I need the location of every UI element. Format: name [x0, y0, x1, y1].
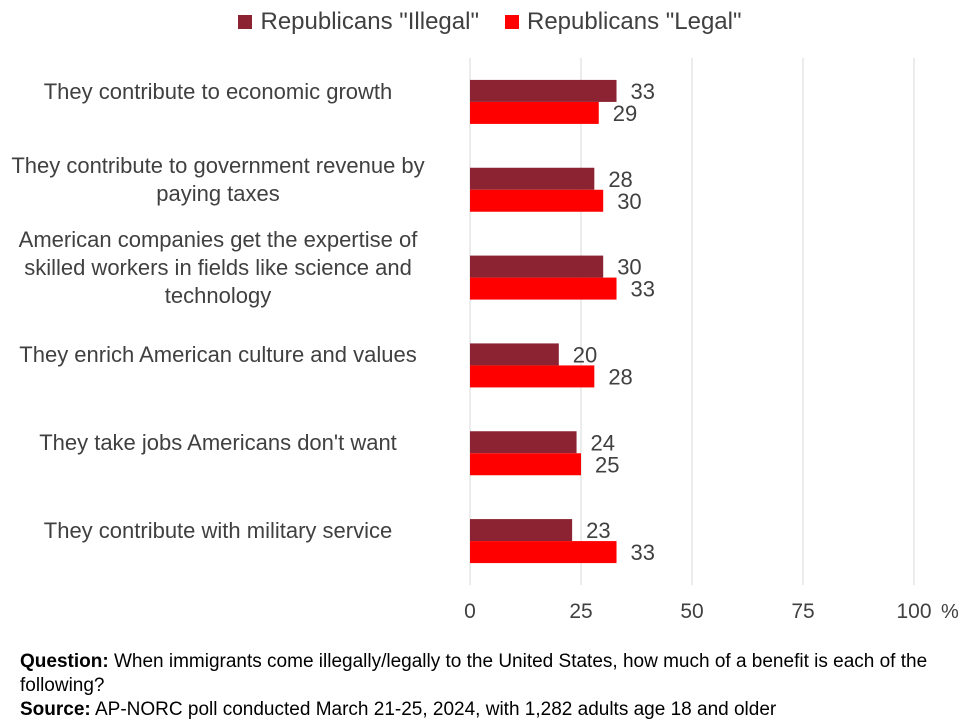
- legend-label-legal: Republicans "Legal": [526, 8, 742, 35]
- data-label: 33: [631, 79, 655, 104]
- category-label-line: technology: [164, 282, 272, 308]
- bar-legal: [470, 453, 581, 476]
- bar-illegal: [470, 167, 595, 190]
- data-label: 29: [613, 101, 637, 126]
- chart-legend: Republicans "Illegal" Republicans "Legal…: [0, 8, 980, 36]
- data-label: 30: [617, 189, 641, 214]
- category-label: They enrich American culture and values: [0, 341, 448, 369]
- legend-swatch-illegal: [238, 15, 253, 29]
- data-label: 33: [631, 540, 655, 565]
- category-label-line: They enrich American culture and values: [19, 342, 417, 368]
- x-tick-label: 100: [896, 600, 931, 623]
- data-label: 33: [631, 277, 655, 302]
- category-label-line: paying taxes: [156, 180, 280, 206]
- data-label: 30: [617, 255, 641, 280]
- source-label: Source:: [20, 699, 91, 720]
- category-label-line: American companies get the expertise of: [18, 226, 418, 252]
- data-label: 20: [573, 342, 597, 367]
- question-note: Question: When immigrants come illegally…: [20, 650, 960, 698]
- bar-illegal: [470, 343, 559, 366]
- data-label: 23: [586, 518, 610, 543]
- chart-footer: Question: When immigrants come illegally…: [20, 650, 960, 722]
- bar-illegal: [470, 431, 577, 454]
- x-tick-label: 0: [464, 600, 476, 623]
- bar-legal: [470, 101, 599, 124]
- category-label: American companies get the expertise of s…: [0, 226, 448, 310]
- legend-label-illegal: Republicans "Illegal": [260, 8, 479, 35]
- bar-legal: [470, 365, 595, 388]
- category-label: They contribute with military service: [0, 517, 448, 545]
- legend-swatch-legal: [504, 15, 519, 29]
- bar-illegal: [470, 255, 604, 278]
- legend-item-illegal: Republicans "Illegal": [238, 8, 479, 36]
- category-label: They take jobs Americans don't want: [0, 429, 448, 457]
- data-label: 24: [591, 430, 615, 455]
- bar-legal: [470, 277, 617, 300]
- question-text: When immigrants come illegally/legally t…: [20, 651, 928, 696]
- x-tick-label: 75: [791, 600, 814, 623]
- data-label: 28: [608, 167, 632, 192]
- x-tick-label: 25: [569, 600, 592, 623]
- x-tick-label: 50: [680, 600, 703, 623]
- axis-unit-label: %: [941, 601, 959, 623]
- category-label-line: They take jobs Americans don't want: [39, 430, 397, 456]
- bar-legal: [470, 189, 604, 212]
- legend-item-legal: Republicans "Legal": [504, 8, 742, 36]
- bar-legal: [470, 541, 617, 564]
- category-label-line: They contribute with military service: [43, 518, 393, 544]
- category-label-line: They contribute to government revenue by: [11, 152, 425, 178]
- data-label: 28: [608, 364, 632, 389]
- data-label: 25: [595, 452, 619, 477]
- source-note: Source: AP-NORC poll conducted March 21-…: [20, 698, 960, 722]
- category-label: They contribute to government revenue by…: [0, 152, 448, 208]
- bar-illegal: [470, 519, 573, 542]
- question-label: Question:: [20, 651, 109, 672]
- bar-illegal: [470, 79, 617, 102]
- category-label-line: skilled workers in fields like science a…: [24, 254, 412, 280]
- source-text: AP-NORC poll conducted March 21-25, 2024…: [90, 699, 777, 720]
- category-label-line: They contribute to economic growth: [43, 78, 393, 104]
- category-label: They contribute to economic growth: [0, 78, 448, 106]
